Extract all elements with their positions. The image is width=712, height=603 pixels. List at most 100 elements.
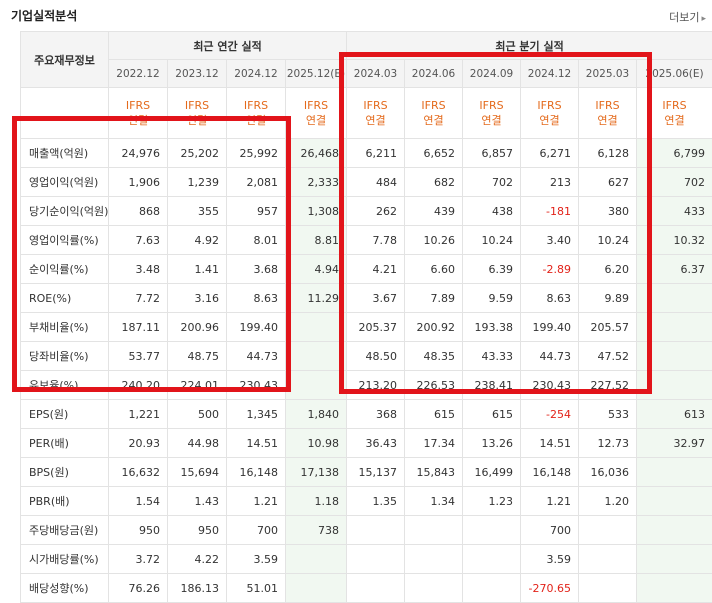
ifrs-line1: IFRS <box>579 98 636 113</box>
ifrs-line1: IFRS <box>286 98 346 113</box>
table-cell: 193.38 <box>463 313 521 342</box>
table-cell: 36.43 <box>347 429 405 458</box>
table-cell: 6,211 <box>347 139 405 168</box>
table-cell: 380 <box>579 197 637 226</box>
table-cell: 1.23 <box>463 487 521 516</box>
ifrs-line1: IFRS <box>347 98 404 113</box>
table-cell: 17,138 <box>286 458 347 487</box>
row-label: 당기순이익(억원) <box>21 197 109 226</box>
table-cell <box>637 545 712 574</box>
ifrs-line1: IFRS <box>168 98 226 113</box>
table-cell: 16,148 <box>521 458 579 487</box>
table-cell: 213 <box>521 168 579 197</box>
table-cell: 1,906 <box>109 168 168 197</box>
table-cell: 51.01 <box>227 574 286 603</box>
table-cell: 4.22 <box>168 545 227 574</box>
row-label: PER(배) <box>21 429 109 458</box>
table-cell <box>347 574 405 603</box>
table-cell: 44.73 <box>521 342 579 371</box>
period-header: 2025.06(E) <box>637 60 712 88</box>
table-cell: 1.21 <box>227 487 286 516</box>
table-cell: 6.39 <box>463 255 521 284</box>
table-cell: 44.73 <box>227 342 286 371</box>
ifrs-line1: IFRS <box>109 98 167 113</box>
group-quarter-header: 최근 분기 실적 <box>347 32 712 60</box>
period-header: 2024.12 <box>227 60 286 88</box>
ifrs-line2: 연결 <box>579 113 636 128</box>
table-cell: 11.29 <box>286 284 347 313</box>
more-link[interactable]: 더보기▸ <box>669 9 706 25</box>
table-cell: 1.41 <box>168 255 227 284</box>
table-cell: 43.33 <box>463 342 521 371</box>
ifrs-line2: 연결 <box>286 113 346 128</box>
table-cell: 227.52 <box>579 371 637 400</box>
table-cell: 1,239 <box>168 168 227 197</box>
row-label: 당좌비율(%) <box>21 342 109 371</box>
table-cell: 15,843 <box>405 458 463 487</box>
table-cell: 615 <box>405 400 463 429</box>
table-cell: 368 <box>347 400 405 429</box>
ifrs-line1: IFRS <box>637 98 712 113</box>
table-cell: 12.73 <box>579 429 637 458</box>
row-label: 매출액(억원) <box>21 139 109 168</box>
table-cell: 205.37 <box>347 313 405 342</box>
ifrs-line2: 연결 <box>168 113 226 128</box>
table-cell <box>637 371 712 400</box>
table-cell: 7.63 <box>109 226 168 255</box>
table-cell: 1.35 <box>347 487 405 516</box>
table-cell: 238.41 <box>463 371 521 400</box>
table-cell: 1,840 <box>286 400 347 429</box>
table-cell: 738 <box>286 516 347 545</box>
group-annual-header: 최근 연간 실적 <box>109 32 347 60</box>
table-cell <box>579 516 637 545</box>
table-cell: 3.67 <box>347 284 405 313</box>
table-cell <box>637 284 712 313</box>
table-cell <box>405 545 463 574</box>
table-cell: 199.40 <box>227 313 286 342</box>
table-cell: 6,271 <box>521 139 579 168</box>
table-cell: 10.24 <box>579 226 637 255</box>
table-cell: 6,799 <box>637 139 712 168</box>
table-cell: 1.21 <box>521 487 579 516</box>
table-cell: 6.37 <box>637 255 712 284</box>
more-label: 더보기 <box>669 11 699 24</box>
table-cell: 8.63 <box>227 284 286 313</box>
table-cell: 15,137 <box>347 458 405 487</box>
table-cell: 53.77 <box>109 342 168 371</box>
ifrs-line2: 연결 <box>463 113 520 128</box>
row-label: 시가배당률(%) <box>21 545 109 574</box>
table-cell: 3.16 <box>168 284 227 313</box>
row-label: ROE(%) <box>21 284 109 313</box>
table-cell: 226.53 <box>405 371 463 400</box>
table-cell: -181 <box>521 197 579 226</box>
table-cell: 1.54 <box>109 487 168 516</box>
row-label: 주당배당금(원) <box>21 516 109 545</box>
table-cell: 613 <box>637 400 712 429</box>
table-cell <box>637 516 712 545</box>
period-header: 2025.03 <box>579 60 637 88</box>
table-cell: 16,499 <box>463 458 521 487</box>
table-cell: 16,148 <box>227 458 286 487</box>
table-cell: 186.13 <box>168 574 227 603</box>
table-cell: -270.65 <box>521 574 579 603</box>
row-label: PBR(배) <box>21 487 109 516</box>
table-cell: 702 <box>637 168 712 197</box>
ifrs-line2: 연결 <box>637 113 712 128</box>
table-cell <box>637 313 712 342</box>
table-cell: 627 <box>579 168 637 197</box>
table-cell: 702 <box>463 168 521 197</box>
table-cell: 615 <box>463 400 521 429</box>
table-cell: 3.59 <box>521 545 579 574</box>
table-cell: 213.20 <box>347 371 405 400</box>
